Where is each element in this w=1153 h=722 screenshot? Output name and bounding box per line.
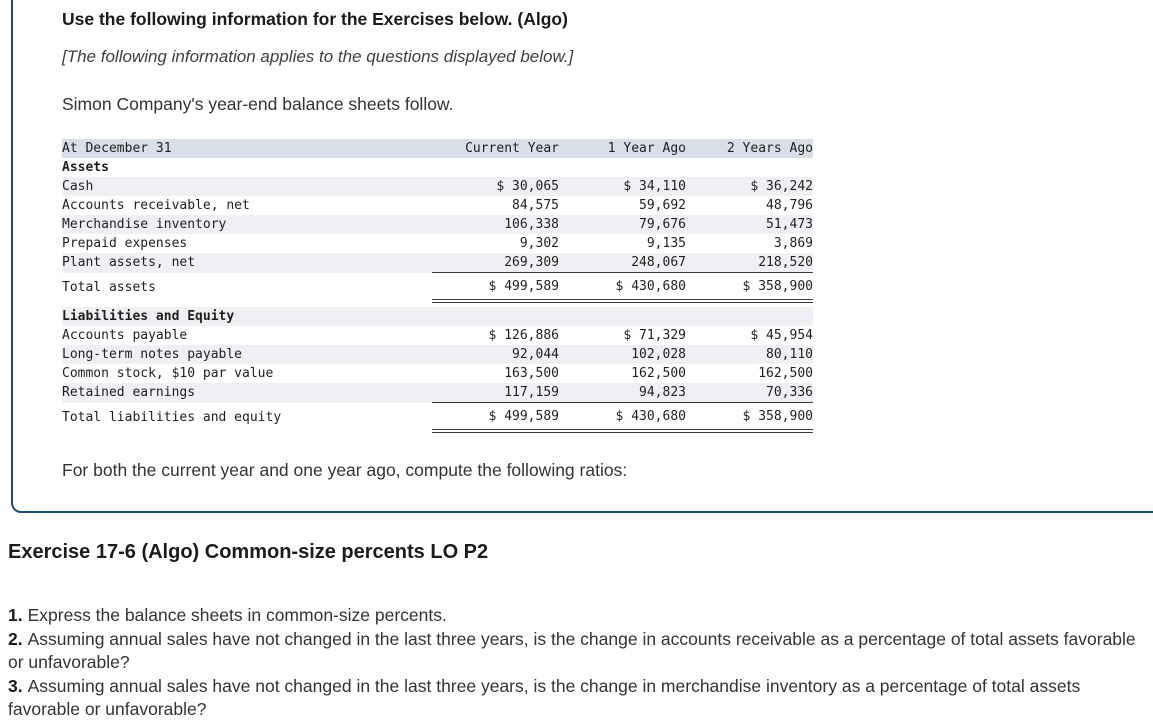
table-row-cash: Cash $ 30,065 $ 34,110 $ 36,242: [62, 177, 813, 196]
cell-value: 269,309: [432, 253, 559, 273]
cell-value: 92,044: [512, 347, 559, 362]
cell-value: 80,110: [766, 347, 813, 362]
question-item-2: 2. Assuming annual sales have not changed…: [8, 628, 1145, 675]
cell-value: $ 30,065: [496, 179, 559, 194]
row-label: Accounts payable: [62, 328, 188, 343]
cell-value: 48,796: [766, 198, 813, 213]
cell-value: 163,500: [504, 366, 559, 381]
col-header-2-years-ago: 2 Years Ago: [686, 139, 813, 158]
table-row-total-liabilities-equity: Total liabilities and equity $ 499,589 $…: [62, 402, 813, 433]
question-number: 3.: [8, 675, 23, 696]
cell-value: 117,159: [432, 383, 559, 403]
balance-sheet-table: At December 31 Current Year 1 Year Ago 2…: [62, 139, 813, 433]
table-row-merchandise-inventory: Merchandise inventory 106,338 79,676 51,…: [62, 215, 813, 234]
row-label: Total assets: [62, 279, 156, 295]
cell-value: [559, 158, 686, 177]
question-number: 1.: [8, 605, 23, 625]
cell-value: $ 499,589: [432, 272, 559, 303]
row-label: Plant assets, net: [62, 255, 196, 271]
col-header-current-year: Current Year: [432, 139, 559, 158]
cell-value: 94,823: [559, 383, 686, 403]
row-label: Prepaid expenses: [62, 236, 188, 251]
question-list: 1. Express the balance sheets in common-s…: [8, 604, 1145, 722]
row-label: Accounts receivable, net: [62, 198, 250, 213]
cell-value: 84,575: [512, 198, 559, 213]
question-text: Assuming annual sales have not changed i…: [8, 675, 1081, 720]
cell-value: 70,336: [686, 383, 813, 403]
table-row-plant-assets: Plant assets, net 269,309 248,067 218,52…: [62, 253, 813, 273]
row-label: Retained earnings: [62, 385, 196, 401]
cell-value: 3,869: [773, 236, 813, 251]
cell-value: [686, 307, 813, 326]
table-row-accounts-payable: Accounts payable $ 126,886 $ 71,329 $ 45…: [62, 326, 813, 345]
cell-value: 102,028: [631, 347, 686, 362]
exercise-info-panel: Use the following information for the Ex…: [11, 0, 1153, 513]
cell-value: [432, 158, 559, 177]
question-item-1: 1. Express the balance sheets in common-s…: [8, 604, 1145, 628]
info-panel-note: [The following information applies to th…: [62, 47, 574, 66]
row-label: Assets: [62, 160, 109, 175]
table-row-prepaid-expenses: Prepaid expenses 9,302 9,135 3,869: [62, 234, 813, 253]
info-panel-title: Use the following information for the Ex…: [62, 9, 568, 29]
table-row-assets-section: Assets: [62, 158, 813, 177]
row-label: Common stock, $10 par value: [62, 366, 274, 381]
row-label: Long-term notes payable: [62, 347, 243, 362]
cell-value: [686, 158, 813, 177]
cell-value: 248,067: [559, 253, 686, 273]
cell-value: 51,473: [766, 217, 813, 232]
cell-value: 9,135: [646, 236, 686, 251]
cell-value: $ 36,242: [750, 179, 813, 194]
cell-value: $ 430,680: [559, 402, 686, 433]
cell-value: $ 45,954: [750, 328, 813, 343]
table-row-retained-earnings: Retained earnings 117,159 94,823 70,336: [62, 383, 813, 403]
row-label: Cash: [62, 179, 94, 194]
question-item-3: 3. Assuming annual sales have not changed…: [8, 675, 1145, 722]
intro-text: Simon Company's year-end balance sheets …: [62, 94, 454, 114]
col-header-date: At December 31: [62, 139, 432, 158]
question-text: Assuming annual sales have not changed i…: [8, 628, 1136, 673]
table-row-liabilities-equity-section: Liabilities and Equity: [62, 307, 813, 326]
question-number: 2.: [8, 628, 23, 649]
table-row-accounts-receivable: Accounts receivable, net 84,575 59,692 4…: [62, 196, 813, 215]
ratios-instruction: For both the current year and one year a…: [62, 460, 628, 480]
cell-value: 218,520: [686, 253, 813, 273]
cell-value: 106,338: [504, 217, 559, 232]
table-header-row: At December 31 Current Year 1 Year Ago 2…: [62, 139, 813, 158]
col-header-1-year-ago: 1 Year Ago: [559, 139, 686, 158]
table-row-common-stock: Common stock, $10 par value 163,500 162,…: [62, 364, 813, 383]
cell-value: $ 358,900: [686, 402, 813, 433]
cell-value: $ 71,329: [623, 328, 686, 343]
cell-value: 9,302: [519, 236, 559, 251]
table-row-long-term-notes-payable: Long-term notes payable 92,044 102,028 8…: [62, 345, 813, 364]
row-label: Total liabilities and equity: [62, 409, 282, 425]
cell-value: [559, 307, 686, 326]
exercise-title: Exercise 17-6 (Algo) Common-size percent…: [8, 541, 489, 563]
question-text: Express the balance sheets in common-siz…: [27, 605, 447, 625]
cell-value: 162,500: [631, 366, 686, 381]
table-row-total-assets: Total assets $ 499,589 $ 430,680 $ 358,9…: [62, 272, 813, 303]
cell-value: $ 358,900: [686, 272, 813, 303]
cell-value: 59,692: [639, 198, 686, 213]
cell-value: [432, 307, 559, 326]
row-label: Liabilities and Equity: [62, 309, 235, 324]
cell-value: $ 430,680: [559, 272, 686, 303]
cell-value: 79,676: [639, 217, 686, 232]
cell-value: $ 34,110: [623, 179, 686, 194]
row-label: Merchandise inventory: [62, 217, 227, 232]
cell-value: $ 499,589: [432, 402, 559, 433]
cell-value: $ 126,886: [488, 328, 559, 343]
cell-value: 162,500: [758, 366, 813, 381]
